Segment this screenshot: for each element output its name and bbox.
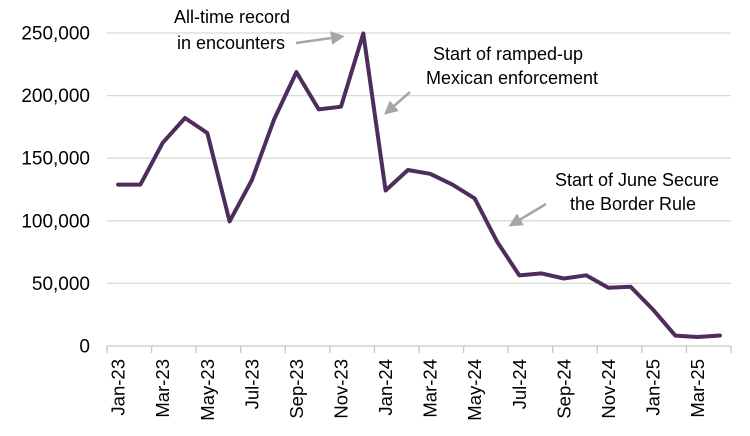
x-axis-label: May-24	[464, 359, 485, 421]
x-axis-label: Jan-25	[643, 359, 664, 416]
encounters-line	[116, 31, 722, 339]
x-axis-label: Nov-24	[598, 359, 619, 419]
annotation-all-time-record: All-time record in encounters	[174, 7, 345, 53]
x-axis-label: Jan-23	[108, 359, 129, 416]
y-axis-label: 250,000	[21, 24, 90, 45]
y-axis-label: 200,000	[21, 86, 90, 107]
x-axis-label: Nov-23	[331, 359, 352, 419]
y-axis-label: 0	[79, 337, 90, 358]
annotation-arrow-icon	[508, 202, 547, 227]
x-axis-label: Jul-23	[241, 359, 262, 409]
annotation-text: Start of ramped-up	[433, 44, 583, 64]
annotations: All-time record in encounters Start of r…	[174, 7, 719, 227]
x-axis-label: Sep-24	[553, 359, 574, 419]
annotation-text: the Border Rule	[570, 194, 696, 214]
gridlines	[107, 32, 731, 347]
annotation-text: in encounters	[177, 33, 285, 53]
x-axis-labels: Jan-23 Mar-23 May-23 Jul-23 Sep-23 Nov-23 Jan-…	[108, 359, 708, 421]
annotation-border-rule: Start of June Secure the Border Rule	[508, 170, 719, 227]
annotation-arrow-icon	[383, 91, 411, 115]
y-axis-label: 50,000	[32, 274, 90, 295]
y-axis-labels: 0 50,000 100,000 150,000 200,000 250,000	[21, 24, 90, 358]
x-axis-label: May-23	[197, 359, 218, 421]
x-axis-label: Mar-25	[687, 359, 708, 418]
x-axis-label: Sep-23	[286, 359, 307, 419]
annotation-arrow-icon	[295, 31, 345, 45]
x-axis	[106, 346, 732, 353]
annotation-text: All-time record	[174, 7, 290, 27]
annotation-text: Start of June Secure	[555, 170, 719, 190]
annotation-text: Mexican enforcement	[426, 68, 598, 88]
x-axis-label: Mar-24	[420, 359, 441, 418]
x-axis-label: Mar-23	[152, 359, 173, 418]
annotation-mexican-enforcement: Start of ramped-up Mexican enforcement	[383, 44, 598, 115]
x-axis-label: Jul-24	[509, 359, 530, 409]
y-axis-label: 150,000	[21, 149, 90, 170]
x-axis-label: Jan-24	[375, 359, 396, 416]
y-axis-label: 100,000	[21, 211, 90, 232]
